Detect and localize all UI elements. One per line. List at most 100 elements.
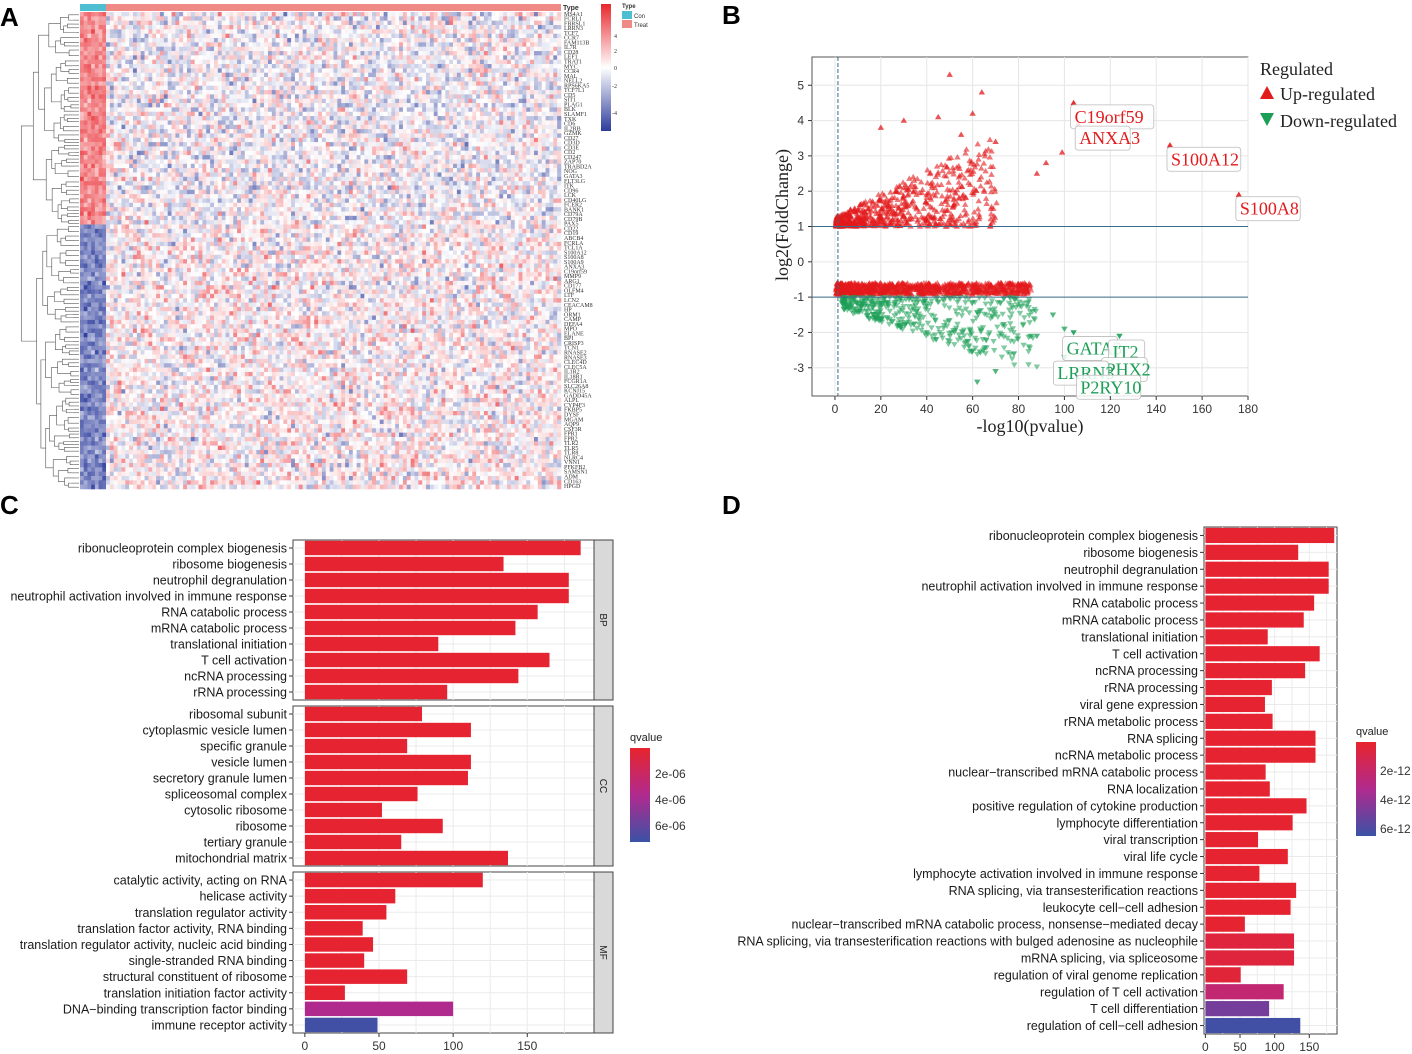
heatmap-cell [310, 12, 315, 17]
heatmap-cell [356, 103, 361, 108]
heatmap-cell [202, 64, 207, 69]
heatmap-cell [260, 111, 265, 117]
heatmap-cell [117, 103, 122, 108]
heatmap-cell [264, 16, 269, 21]
heatmap-cell [206, 81, 211, 87]
heatmap-cell [480, 133, 485, 139]
heatmap-cell [422, 12, 427, 17]
heatmap-cell [179, 133, 184, 139]
heatmap-cell [364, 90, 369, 95]
heatmap-cell [221, 29, 226, 34]
heatmap-cell [113, 133, 118, 139]
heatmap-cell [337, 12, 342, 17]
heatmap-cell [109, 64, 115, 69]
heatmap-cell [275, 64, 280, 69]
heatmap-cell [437, 137, 442, 143]
heatmap-cell [433, 107, 438, 113]
heatmap-cell [491, 163, 496, 169]
heatmap-cell [356, 55, 361, 60]
heatmap-cell [503, 129, 508, 134]
heatmap-cell [98, 85, 103, 91]
heatmap-cell [472, 51, 477, 56]
heatmap-cell [534, 172, 539, 178]
heatmap-cell [360, 25, 365, 30]
heatmap-cell [252, 33, 257, 39]
heatmap-cell [279, 133, 284, 139]
heatmap-cell [167, 159, 172, 165]
heatmap-cell [503, 42, 508, 47]
heatmap-cell [144, 155, 149, 160]
heatmap-cell [117, 129, 122, 134]
heatmap-cell [422, 107, 427, 113]
heatmap-cell [507, 111, 512, 117]
heatmap-cell [553, 120, 558, 126]
heatmap-cell [445, 155, 450, 160]
heatmap-cell [159, 159, 165, 165]
heatmap-cell [348, 124, 354, 130]
heatmap-cell [395, 124, 400, 130]
heatmap-cell [476, 103, 481, 108]
heatmap-cell [410, 146, 415, 152]
heatmap-cell [480, 68, 485, 74]
heatmap-cell [483, 150, 489, 156]
heatmap-cell [541, 42, 546, 47]
heatmap-cell [356, 77, 361, 82]
heatmap-cell [310, 146, 315, 152]
heatmap-cell [248, 72, 253, 78]
heatmap-cell [183, 33, 188, 39]
heatmap-cell [302, 142, 307, 147]
heatmap-cell [422, 25, 427, 30]
heatmap-cell [183, 59, 188, 65]
heatmap-cell [125, 137, 130, 143]
heatmap-cell [530, 129, 535, 134]
heatmap-cell [167, 20, 172, 26]
heatmap-cell [456, 38, 462, 43]
heatmap-cell [275, 94, 280, 100]
heatmap-cell [264, 168, 269, 173]
heatmap-cell [526, 85, 531, 91]
heatmap-cell [456, 46, 462, 52]
heatmap-cell [140, 137, 145, 143]
heatmap-cell [352, 46, 357, 52]
heatmap-cell [318, 64, 323, 69]
heatmap-cell [537, 29, 543, 34]
heatmap-cell [279, 172, 284, 178]
heatmap-cell [287, 51, 292, 56]
heatmap-cell [472, 16, 477, 21]
heatmap-cell [148, 129, 153, 134]
heatmap-cell [449, 20, 454, 26]
heatmap-cell [106, 111, 111, 117]
heatmap-cell [341, 46, 346, 52]
heatmap-cell [333, 25, 338, 30]
heatmap-cell [541, 159, 546, 165]
heatmap-cell [487, 72, 492, 78]
heatmap-cell [337, 155, 342, 160]
heatmap-cell [94, 168, 99, 173]
heatmap-cell [487, 107, 492, 113]
heatmap-cell [460, 137, 465, 143]
heatmap-cell [167, 25, 172, 30]
heatmap-cell [545, 120, 550, 126]
heatmap-cell [248, 46, 253, 52]
heatmap-cell [345, 46, 350, 52]
heatmap-cell [537, 133, 543, 139]
heatmap-cell [399, 38, 404, 43]
dendrogram-branch [49, 415, 57, 442]
heatmap-cell [321, 168, 327, 173]
heatmap-cell [267, 42, 273, 47]
heatmap-cell [213, 77, 219, 82]
heatmap-cell [125, 107, 130, 113]
heatmap-cell [159, 16, 165, 21]
heatmap-cell [233, 46, 238, 52]
dendrogram-branch [68, 427, 75, 432]
heatmap-cell [526, 25, 531, 30]
heatmap-cell [534, 68, 539, 74]
heatmap-cell [310, 168, 315, 173]
heatmap-cell [422, 94, 427, 100]
heatmap-cell [364, 59, 369, 65]
heatmap-cell [283, 42, 288, 47]
heatmap-cell [91, 98, 96, 104]
heatmap-cell [80, 81, 85, 87]
heatmap-cell [433, 155, 438, 160]
heatmap-cell [102, 168, 107, 173]
